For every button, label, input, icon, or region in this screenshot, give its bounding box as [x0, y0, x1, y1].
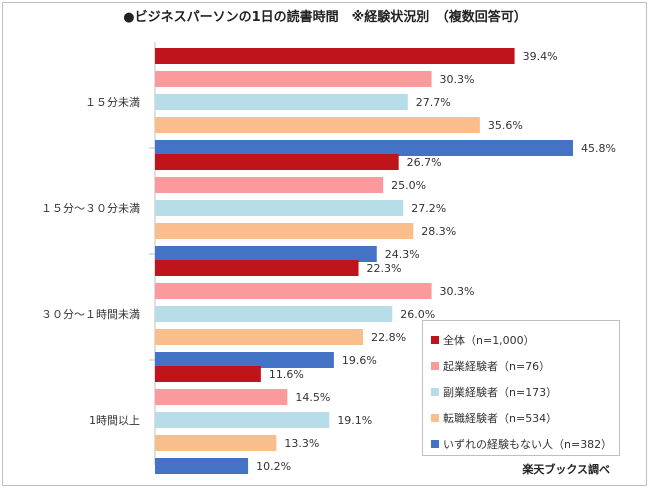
bar [155, 154, 399, 170]
bar [155, 412, 330, 428]
data-label: 30.3% [440, 73, 475, 86]
legend-swatch [431, 414, 439, 422]
data-label: 26.7% [407, 156, 442, 169]
data-label: 28.3% [421, 225, 456, 238]
bar [155, 246, 377, 262]
data-label: 27.7% [416, 96, 451, 109]
category-label: 1時間以上 [89, 414, 140, 427]
bar [155, 223, 414, 239]
bar [155, 48, 515, 64]
legend-label: 副業経験者（n=173） [443, 386, 558, 399]
bar [155, 260, 359, 276]
bar [155, 94, 408, 110]
data-label: 11.6% [269, 368, 304, 381]
data-label: 14.5% [295, 391, 330, 404]
legend-item: いずれの経験もない人（n=382） [431, 431, 619, 457]
legend-item: 全体（n=1,000） [431, 327, 619, 353]
bar [155, 283, 432, 299]
bar [155, 329, 364, 345]
category-label: １５分～３０分未満 [41, 202, 140, 215]
bar [155, 435, 277, 451]
chart-title: ●ビジネスパーソンの1日の読書時間 ※経験状況別 （複数回答可） [123, 10, 527, 25]
data-label: 35.6% [488, 119, 523, 132]
data-label: 25.0% [391, 179, 426, 192]
legend: 全体（n=1,000） 起業経験者（n=76） 副業経験者（n=173） 転職経験者（… [422, 320, 620, 456]
bar [155, 389, 288, 405]
legend-item: 起業経験者（n=76） [431, 353, 619, 379]
legend-label: 転職経験者（n=534） [443, 412, 558, 425]
legend-label: 起業経験者（n=76） [443, 360, 551, 373]
data-label: 19.6% [342, 354, 377, 367]
legend-label: いずれの経験もない人（n=382） [443, 438, 613, 451]
bar [155, 352, 334, 368]
legend-item: 副業経験者（n=173） [431, 379, 619, 405]
bar [155, 140, 573, 156]
data-label: 13.3% [284, 437, 319, 450]
data-label: 24.3% [385, 248, 420, 261]
source-credit: 楽天ブックス調べ [522, 463, 610, 476]
data-label: 27.2% [411, 202, 446, 215]
data-label: 22.3% [367, 262, 402, 275]
data-label: 26.0% [400, 308, 435, 321]
legend-swatch [431, 440, 439, 448]
bar [155, 306, 393, 322]
data-label: 39.4% [523, 50, 558, 63]
legend-swatch [431, 336, 439, 344]
legend-swatch [431, 362, 439, 370]
data-label: 19.1% [337, 414, 372, 427]
category-label: １５分未満 [85, 96, 140, 109]
data-label: 10.2% [256, 460, 291, 473]
legend-label: 全体（n=1,000） [443, 334, 535, 347]
bar [155, 200, 404, 216]
data-label: 45.8% [581, 142, 616, 155]
data-label: 30.3% [440, 285, 475, 298]
bar [155, 366, 261, 382]
bar [155, 71, 432, 87]
data-label: 22.8% [371, 331, 406, 344]
bar [155, 177, 384, 193]
category-label: ３０分～１時間未満 [41, 308, 140, 321]
bar [155, 458, 249, 474]
legend-item: 転職経験者（n=534） [431, 405, 619, 431]
legend-swatch [431, 388, 439, 396]
bar [155, 117, 480, 133]
